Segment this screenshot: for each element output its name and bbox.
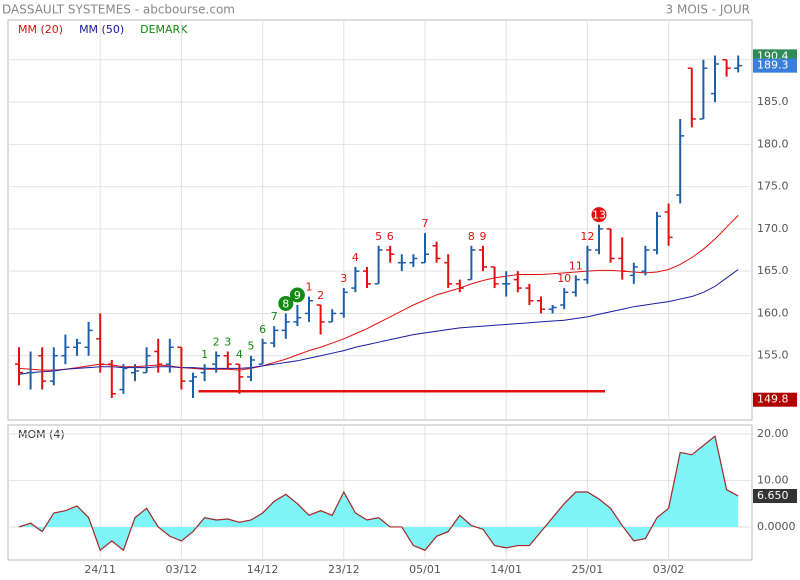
y-tick-label: 0.0000 [757,520,796,533]
demark-count: 4 [352,251,359,264]
demark-count: 1 [201,348,208,361]
demark-count: 5 [375,230,382,243]
demark-count: 6 [387,230,394,243]
demark-count: 7 [422,217,429,230]
y-tick-label: 155.0 [757,349,789,362]
indicator-panel [7,424,753,561]
demark-count: 7 [271,310,278,323]
demark-count: 2 [213,336,220,349]
momentum-area [19,436,739,551]
demark-count: 6 [259,323,266,336]
demark-count: 9 [480,230,487,243]
demark-count: 8 [282,297,289,310]
y-tick-label: 170.0 [757,222,789,235]
legend-entry: MM (50) [79,23,124,36]
demark-circle [278,295,294,311]
chart-title: DASSAULT SYSTEMES - abcbourse.com [2,3,235,17]
demark-count: 11 [569,259,583,272]
price-tag-label: 189.3 [757,59,789,72]
y-tick-label: 20.00 [757,427,789,440]
y-tick-label: 165.0 [757,264,789,277]
legend: MM (20) MM (50) DEMARK [18,23,188,36]
main-panel [7,19,753,421]
demark-count: 1 [306,281,313,294]
y-tick-label: 185.0 [757,95,789,108]
chart-subtitle: 3 MOIS - JOUR [666,3,750,17]
x-tick-label: 14/12 [247,563,279,576]
legend-entry: MM (20) [18,23,63,36]
demark-count: 3 [224,336,231,349]
demark-count: 2 [317,289,324,302]
x-tick-label: 23/12 [328,563,360,576]
demark-count: 13 [592,209,606,222]
price-tag [753,58,797,73]
y-tick-label: 10.00 [757,473,789,486]
moving-average-line [18,269,739,375]
price-tag [753,392,797,407]
value-tag [753,488,797,503]
demark-count: 3 [340,272,347,285]
indicator-name: MOM (4) [18,428,65,441]
demark-count: 5 [248,340,255,353]
y-tick-label: 175.0 [757,180,789,193]
x-tick-label: 25/01 [572,563,604,576]
x-tick-label: 14/01 [490,563,522,576]
x-tick-label: 03/12 [166,563,198,576]
demark-circle [591,207,607,223]
x-tick-label: 05/01 [409,563,441,576]
price-tag-label: 149.8 [757,393,789,406]
demark-count: 8 [468,230,475,243]
moving-average-line [18,214,739,371]
y-tick-label: 160.0 [757,306,789,319]
demark-count: 12 [580,230,594,243]
x-tick-label: 03/02 [653,563,685,576]
demark-count: 4 [236,348,243,361]
y-tick-label: 180.0 [757,137,789,150]
value-tag-label: 6.650 [757,489,789,502]
x-tick-label: 24/11 [84,563,116,576]
legend-entry: DEMARK [140,23,188,36]
demark-circle [289,287,305,303]
demark-count: 9 [294,289,301,302]
momentum-line [18,435,739,552]
demark-count: 10 [557,272,571,285]
